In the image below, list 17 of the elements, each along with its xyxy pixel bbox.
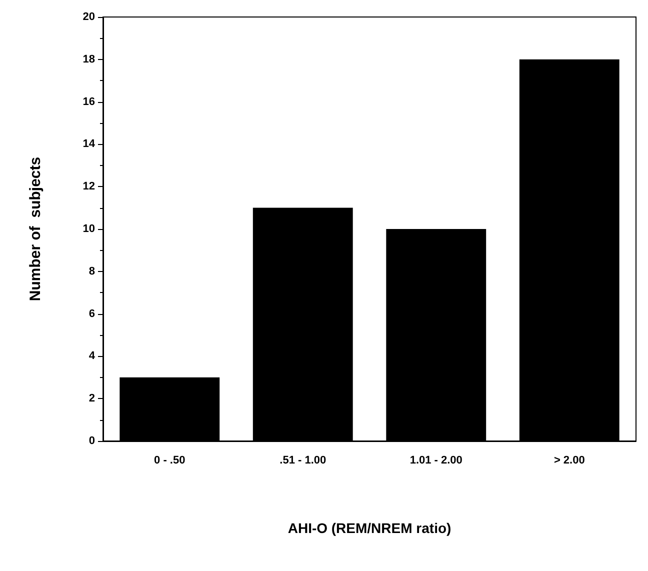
y-tick-label: 14 bbox=[82, 138, 96, 150]
x-axis-title: AHI-O (REM/NREM ratio) bbox=[288, 520, 452, 536]
y-tick-label: 10 bbox=[82, 223, 95, 235]
x-tick-label: > 2.00 bbox=[554, 454, 585, 466]
x-tick-label: 0 - .50 bbox=[154, 454, 186, 466]
y-tick-label: 12 bbox=[82, 180, 95, 193]
y-tick-label: 0 bbox=[88, 435, 95, 447]
y-tick-label: 4 bbox=[88, 350, 96, 362]
y-tick-label: 16 bbox=[82, 96, 95, 108]
y-tick-label: 2 bbox=[88, 392, 95, 405]
x-tick-label: .51 - 1.00 bbox=[280, 454, 326, 466]
y-tick-label: 8 bbox=[88, 265, 95, 278]
y-axis-title: Number of subjects bbox=[27, 156, 44, 302]
y-tick-label: 6 bbox=[88, 308, 95, 320]
y-tick-label: 18 bbox=[82, 53, 95, 66]
x-tick-label: 1.01 - 2.00 bbox=[410, 454, 462, 466]
y-tick-label: 20 bbox=[82, 11, 95, 23]
